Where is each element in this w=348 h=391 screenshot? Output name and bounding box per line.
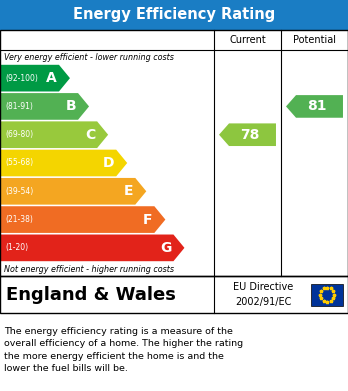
Text: D: D xyxy=(103,156,114,170)
Polygon shape xyxy=(0,121,108,148)
Polygon shape xyxy=(0,235,184,261)
Bar xyxy=(311,283,343,305)
Bar xyxy=(0,276,348,313)
Text: (39-54): (39-54) xyxy=(5,187,33,196)
Text: Not energy efficient - higher running costs: Not energy efficient - higher running co… xyxy=(4,264,174,273)
Bar xyxy=(0,30,348,276)
Text: C: C xyxy=(85,128,95,142)
Text: The energy efficiency rating is a measure of the
overall efficiency of a home. T: The energy efficiency rating is a measur… xyxy=(4,327,243,373)
Polygon shape xyxy=(0,206,165,233)
Text: 81: 81 xyxy=(307,99,327,113)
Text: B: B xyxy=(65,99,76,113)
Text: Energy Efficiency Rating: Energy Efficiency Rating xyxy=(73,7,275,23)
Polygon shape xyxy=(0,65,70,91)
Text: Current: Current xyxy=(229,35,266,45)
Polygon shape xyxy=(0,150,127,176)
Text: (69-80): (69-80) xyxy=(5,130,33,139)
Text: E: E xyxy=(124,184,133,198)
Text: Potential: Potential xyxy=(293,35,336,45)
Text: (55-68): (55-68) xyxy=(5,158,33,167)
Text: (1-20): (1-20) xyxy=(5,243,28,252)
Text: England & Wales: England & Wales xyxy=(6,285,176,303)
Bar xyxy=(0,0,348,30)
Text: 78: 78 xyxy=(240,128,260,142)
Polygon shape xyxy=(0,93,89,120)
Polygon shape xyxy=(286,95,343,118)
Text: A: A xyxy=(46,71,57,85)
Text: (92-100): (92-100) xyxy=(5,74,38,83)
Text: (81-91): (81-91) xyxy=(5,102,33,111)
Text: G: G xyxy=(160,241,172,255)
Text: F: F xyxy=(143,213,152,226)
Text: (21-38): (21-38) xyxy=(5,215,33,224)
Text: Very energy efficient - lower running costs: Very energy efficient - lower running co… xyxy=(4,52,174,61)
Text: EU Directive
2002/91/EC: EU Directive 2002/91/EC xyxy=(233,283,293,307)
Polygon shape xyxy=(0,178,146,204)
Polygon shape xyxy=(219,124,276,146)
